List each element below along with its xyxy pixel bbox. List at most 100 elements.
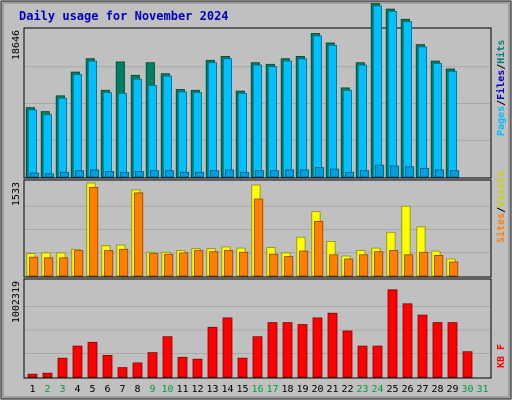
x-tick-label: 2	[44, 384, 50, 395]
bar-visits-sites-sites-day-14	[224, 250, 234, 277]
legend-kb: KB F	[496, 344, 507, 368]
x-tick-label: 10	[161, 384, 173, 395]
bar-hits-files-pages-pages-day-4	[75, 170, 85, 178]
bar-visits-sites-sites-day-17	[269, 253, 279, 277]
bar-visits-sites-sites-day-11	[179, 252, 189, 277]
bar-visits-sites-sites-day-9	[149, 253, 159, 277]
bar-kb-f-kb-f-day-10	[162, 336, 173, 378]
bar-hits-files-pages-files-day-9	[147, 85, 158, 178]
bar-visits-sites-sites-day-1	[29, 256, 39, 277]
bar-hits-files-pages-pages-day-1	[29, 172, 40, 178]
x-tick-label: 18	[281, 384, 293, 395]
bar-hits-files-pages-pages-day-29	[449, 170, 460, 178]
legend-hits: Hits	[495, 40, 507, 64]
x-tick-label: 25	[386, 384, 398, 395]
x-tick-label: 16	[251, 384, 263, 395]
bars-layer	[25, 3, 490, 378]
bar-hits-files-pages-pages-day-17	[269, 170, 280, 178]
bar-kb-f-kb-f-day-8	[132, 362, 143, 378]
bar-kb-f-kb-f-day-11	[177, 356, 188, 378]
legend-hits-files-pages: Pages/Files/Hits	[495, 40, 507, 136]
bar-visits-sites-sites-day-29	[449, 261, 459, 277]
bar-hits-files-pages-pages-day-16	[254, 170, 265, 178]
bar-hits-files-pages-files-day-18	[282, 60, 292, 178]
bar-hits-files-pages-pages-day-20	[314, 167, 325, 178]
bar-hits-files-pages-pages-day-15	[239, 171, 250, 178]
bar-visits-sites-sites-day-2	[44, 257, 54, 277]
x-tick-label: 23	[356, 384, 368, 395]
bar-kb-f-kb-f-day-7	[117, 367, 128, 378]
bar-hits-files-pages-files-day-17	[267, 66, 277, 178]
bar-kb-f-kb-f-day-3	[57, 357, 68, 378]
bar-visits-sites-sites-day-8	[134, 192, 144, 277]
bar-visits-sites-sites-day-7	[119, 248, 129, 277]
bar-hits-files-pages-files-day-2	[42, 114, 52, 178]
x-tick-label: 9	[149, 384, 155, 395]
bar-visits-sites-sites-day-15	[239, 251, 249, 277]
chart-title: Daily usage for November 2024	[19, 9, 229, 23]
bar-kb-f-kb-f-day-5	[87, 341, 98, 378]
bar-visits-sites-sites-day-13	[209, 251, 219, 277]
x-tick-label: 19	[296, 384, 308, 395]
bar-visits-sites-sites-day-4	[74, 250, 84, 277]
bar-visits-sites-sites-day-28	[434, 254, 444, 277]
bar-hits-files-pages-pages-day-18	[284, 169, 295, 178]
bar-kb-f-kb-f-day-20	[312, 317, 323, 378]
bar-hits-files-pages-files-day-20	[312, 35, 322, 178]
bar-kb-f-kb-f-day-1	[27, 373, 38, 378]
bar-hits-files-pages-files-day-1	[27, 109, 37, 178]
bar-hits-files-pages-pages-day-9	[149, 170, 160, 178]
x-tick-label: 13	[206, 384, 218, 395]
bar-kb-f-kb-f-day-24	[372, 345, 383, 378]
bar-hits-files-pages-pages-day-26	[404, 166, 415, 178]
bar-hits-files-pages-pages-day-7	[120, 171, 130, 178]
x-tick-label: 31	[476, 384, 488, 395]
bar-hits-files-pages-pages-day-12	[194, 171, 205, 178]
bar-hits-files-pages-files-day-23	[357, 64, 367, 178]
bar-hits-files-pages-files-day-27	[417, 46, 427, 178]
bar-hits-files-pages-files-day-29	[447, 71, 457, 178]
bar-hits-files-pages-files-day-21	[327, 44, 337, 178]
bar-visits-sites-sites-day-23	[359, 254, 369, 277]
bar-kb-f-kb-f-day-22	[342, 330, 353, 378]
x-tick-label: 21	[326, 384, 338, 395]
panel-max-label: 1002319	[11, 281, 22, 323]
x-tick-label: 14	[221, 384, 233, 395]
bar-hits-files-pages-pages-day-23	[359, 170, 370, 178]
bar-hits-files-pages-pages-day-5	[90, 169, 100, 178]
legend-kbf: KB F	[496, 344, 507, 368]
svg-text:Sites/Visits: Sites/Visits	[495, 171, 507, 243]
x-tick-label: 3	[59, 384, 65, 395]
bar-kb-f-kb-f-day-12	[192, 358, 203, 378]
bar-kb-f-kb-f-day-23	[357, 345, 368, 378]
bar-hits-files-pages-pages-day-8	[134, 171, 145, 178]
bar-visits-sites-sites-day-25	[389, 250, 399, 277]
legend-visits-sites: Sites/Visits	[495, 171, 507, 243]
bar-visits-sites-sites-day-5	[89, 186, 99, 277]
bar-visits-sites-sites-day-27	[419, 251, 429, 277]
bar-hits-files-pages-pages-day-25	[389, 165, 400, 178]
bar-kb-f-kb-f-day-2	[42, 372, 53, 378]
bar-kb-f-kb-f-day-21	[327, 312, 338, 378]
x-tick-label: 29	[446, 384, 458, 395]
x-tick-label: 22	[341, 384, 353, 395]
bar-visits-sites-sites-day-21	[329, 254, 339, 277]
bar-hits-files-pages-files-day-24	[372, 5, 382, 178]
bar-visits-sites-sites-day-24	[374, 251, 384, 277]
bar-kb-f-kb-f-day-13	[207, 326, 218, 378]
x-tick-label: 5	[89, 384, 95, 395]
bar-kb-f-kb-f-day-26	[402, 303, 413, 378]
svg-text:Pages/Files/Hits: Pages/Files/Hits	[495, 40, 507, 136]
bar-hits-files-pages-pages-day-19	[299, 169, 310, 178]
bar-kb-f-kb-f-day-18	[282, 322, 293, 378]
x-tick-label: 8	[134, 384, 140, 395]
bar-hits-files-pages-files-day-28	[432, 63, 442, 178]
legend-sites: Sites	[495, 213, 507, 243]
x-tick-label: 1	[29, 384, 35, 395]
bar-kb-f-kb-f-day-27	[417, 314, 428, 378]
bar-hits-files-pages-files-day-12	[192, 92, 203, 178]
bar-hits-files-pages-files-day-10	[162, 75, 173, 178]
x-tick-label: 26	[401, 384, 413, 395]
x-tick-label: 20	[311, 384, 323, 395]
bar-hits-files-pages-files-day-14	[222, 58, 233, 178]
